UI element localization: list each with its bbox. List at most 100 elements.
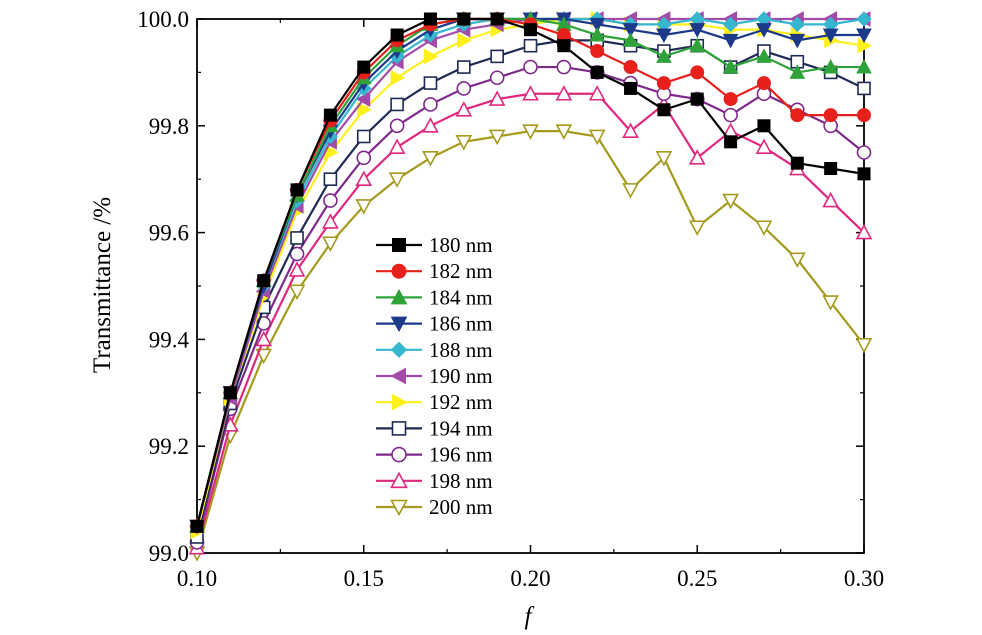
data-point bbox=[490, 49, 504, 64]
data-point bbox=[723, 92, 738, 107]
x-tick-label: 0.25 bbox=[677, 566, 717, 591]
legend-item: 180 nm bbox=[376, 233, 493, 257]
data-point bbox=[756, 76, 771, 91]
legend-marker bbox=[391, 263, 407, 279]
data-point bbox=[589, 26, 606, 42]
data-point bbox=[689, 37, 706, 53]
data-point bbox=[656, 48, 672, 63]
data-point bbox=[489, 70, 505, 86]
data-point bbox=[423, 48, 439, 65]
data-point bbox=[856, 11, 872, 27]
data-point bbox=[423, 97, 438, 112]
plot-layer: 0.10 0.15 0.20 0.25 0.30 99.0 99.2 99.4 99.6 99.8… bbox=[137, 7, 884, 591]
data-point bbox=[255, 330, 273, 347]
y-tick-label: 99.8 bbox=[149, 114, 189, 139]
data-point bbox=[523, 59, 538, 75]
y-tick-label: 99.2 bbox=[149, 434, 189, 459]
data-point bbox=[624, 81, 638, 95]
legend-item: 186 nm bbox=[376, 312, 493, 336]
legend-marker bbox=[392, 238, 406, 252]
data-point bbox=[490, 12, 504, 26]
data-point bbox=[423, 76, 438, 90]
data-point bbox=[657, 103, 671, 117]
data-point bbox=[655, 151, 673, 167]
data-point bbox=[722, 33, 739, 49]
legend-marker bbox=[390, 367, 406, 385]
data-point bbox=[288, 284, 306, 301]
data-point bbox=[722, 16, 739, 33]
data-point bbox=[688, 220, 706, 236]
data-point bbox=[755, 138, 773, 154]
y-tick-label: 99.6 bbox=[149, 221, 189, 246]
legend-marker bbox=[390, 499, 408, 517]
legend-label: 192 nm bbox=[429, 390, 493, 414]
legend-item: 192 nm bbox=[376, 390, 493, 414]
data-point bbox=[790, 156, 804, 170]
data-point bbox=[822, 191, 839, 208]
data-point bbox=[856, 145, 872, 160]
data-point bbox=[588, 85, 606, 101]
data-point bbox=[690, 65, 705, 80]
data-point bbox=[422, 117, 439, 133]
data-point bbox=[357, 60, 371, 74]
legend-label: 196 nm bbox=[429, 443, 493, 467]
data-point bbox=[323, 172, 338, 186]
data-point bbox=[190, 519, 204, 533]
series-200-nm bbox=[188, 124, 873, 562]
data-point bbox=[855, 223, 873, 240]
data-point bbox=[822, 28, 839, 44]
data-point bbox=[390, 28, 404, 42]
data-point bbox=[288, 261, 306, 277]
data-point bbox=[322, 213, 339, 229]
data-point bbox=[223, 386, 237, 400]
data-point bbox=[722, 59, 739, 74]
legend-item: 200 nm bbox=[376, 495, 493, 519]
data-point bbox=[689, 23, 706, 38]
data-point bbox=[857, 81, 871, 96]
data-point bbox=[822, 295, 839, 311]
legend-label: 200 nm bbox=[429, 495, 493, 519]
data-point bbox=[388, 172, 406, 188]
data-point bbox=[823, 108, 838, 123]
data-point bbox=[356, 129, 371, 144]
data-point bbox=[622, 122, 639, 138]
legend-item: 196 nm bbox=[376, 443, 493, 467]
legend-marker bbox=[390, 288, 408, 305]
data-point bbox=[857, 167, 871, 181]
legend-item: 194 nm bbox=[376, 416, 493, 440]
data-point bbox=[824, 162, 838, 176]
data-point bbox=[656, 28, 672, 44]
series-line bbox=[195, 92, 865, 548]
legend-label: 194 nm bbox=[429, 416, 493, 440]
x-tick-label: 0.30 bbox=[844, 566, 884, 591]
data-point bbox=[755, 220, 773, 236]
data-point bbox=[722, 193, 739, 210]
data-point bbox=[323, 193, 338, 208]
data-point bbox=[688, 149, 706, 165]
data-point bbox=[388, 138, 406, 154]
data-point bbox=[290, 183, 304, 197]
legend-label: 180 nm bbox=[429, 233, 493, 257]
data-point bbox=[455, 101, 473, 117]
legend-label: 182 nm bbox=[429, 259, 493, 283]
data-point bbox=[390, 69, 406, 86]
legend-item: 184 nm bbox=[376, 285, 493, 309]
x-axis-title: f bbox=[525, 603, 535, 630]
legend-label: 188 nm bbox=[429, 338, 493, 362]
y-tick-label: 99.0 bbox=[149, 541, 189, 566]
data-point bbox=[855, 337, 873, 354]
legend-item: 198 nm bbox=[376, 469, 493, 493]
data-point bbox=[788, 252, 806, 268]
legend-item: 188 nm bbox=[376, 338, 493, 362]
data-point bbox=[355, 170, 373, 186]
data-point bbox=[622, 32, 639, 47]
data-point bbox=[623, 60, 638, 75]
data-point bbox=[456, 81, 472, 96]
legend-label: 198 nm bbox=[429, 469, 493, 493]
data-point bbox=[522, 85, 539, 101]
series-198-nm bbox=[188, 85, 873, 555]
data-point bbox=[856, 59, 872, 74]
data-point bbox=[457, 12, 471, 26]
data-point bbox=[422, 151, 439, 167]
